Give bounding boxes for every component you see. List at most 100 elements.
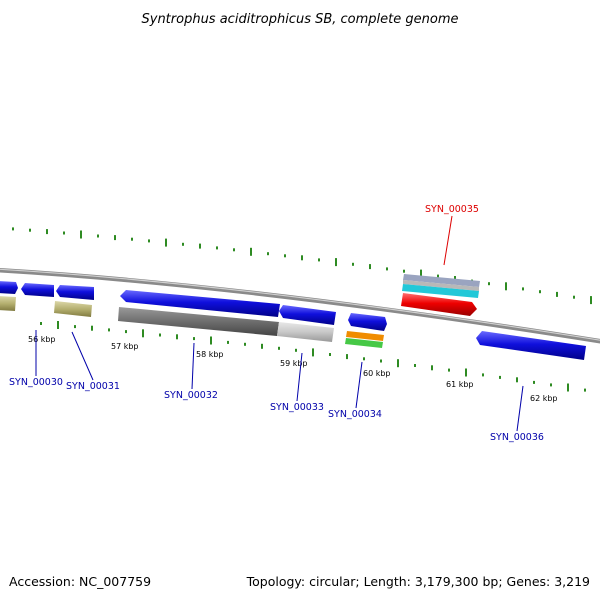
gc-tick	[465, 368, 467, 377]
gene-arrow-syn00029[interactable]	[0, 281, 18, 294]
genome-backbone	[0, 268, 600, 344]
gc-tick	[567, 383, 569, 392]
gene-label-syn00036[interactable]: SYN_00036	[490, 432, 544, 443]
gc-tick	[516, 377, 518, 383]
gene-label-syn00032[interactable]: SYN_00032	[164, 390, 218, 401]
gene-arrow-syn00032[interactable]	[120, 290, 280, 317]
genome-backbone-highlight	[0, 268, 600, 341]
gc-tick	[227, 340, 229, 344]
gc-tick	[40, 322, 42, 325]
forward-strand-genes	[0, 274, 480, 331]
gc-tick	[284, 254, 286, 258]
genome-title: Syntrophus aciditrophicus SB, complete g…	[142, 12, 459, 27]
gc-tick	[301, 255, 303, 261]
gc-tick	[125, 330, 127, 334]
gene-arrow-syn00034[interactable]	[348, 313, 387, 331]
gc-tick	[216, 246, 218, 250]
gc-tick	[448, 368, 450, 372]
gc-tick	[522, 287, 524, 291]
gc-tick	[131, 237, 133, 241]
gc-tick	[148, 239, 150, 243]
gene-label-syn00031[interactable]: SYN_00031	[66, 381, 120, 392]
gene-arrow-syn00031[interactable]	[56, 285, 94, 300]
gc-tick	[556, 291, 558, 297]
gene-track-syn00035-steel	[403, 274, 480, 287]
scale-label-60kbp: 60 kbp	[363, 369, 391, 378]
gc-tick	[318, 258, 320, 262]
reverse-strand-genes	[0, 296, 586, 360]
gc-tick	[420, 269, 422, 278]
gc-tick	[250, 247, 252, 256]
accession-text: Accession: NC_007759	[9, 574, 151, 589]
scale-label-62kbp: 62 kbp	[530, 394, 558, 403]
gc-tick	[414, 364, 416, 367]
gene-label-syn00030[interactable]: SYN_00030	[9, 377, 63, 388]
gene-arrow-syn00036[interactable]	[476, 331, 586, 360]
gc-tick	[57, 321, 59, 329]
gc-tick	[233, 248, 235, 252]
gc-tick	[80, 230, 82, 239]
scale-label-58kbp: 58 kbp	[196, 350, 224, 359]
gc-tick	[114, 235, 116, 241]
gene-block-gray-light	[277, 322, 334, 342]
gc-tick	[182, 242, 184, 246]
scale-labels: 56 kbp 57 kbp 58 kbp 59 kbp 60 kbp 61 kb…	[28, 335, 558, 403]
scale-label-61kbp: 61 kbp	[446, 380, 474, 389]
gene-label-syn00033[interactable]: SYN_00033	[270, 402, 324, 413]
scale-label-59kbp: 59 kbp	[280, 359, 308, 368]
gc-tick	[573, 295, 575, 299]
gene-block-olive	[54, 301, 92, 317]
gc-tick	[352, 262, 354, 266]
gene-arrow-syn00033[interactable]	[279, 305, 336, 325]
leader-syn00033	[296, 352, 303, 402]
gc-tick	[63, 231, 65, 235]
gc-tick	[267, 252, 269, 256]
gene-block-green	[345, 338, 383, 348]
leader-syn00036	[516, 385, 524, 432]
gc-tick	[369, 264, 371, 270]
gc-tick	[165, 238, 167, 247]
gc-tick	[142, 329, 144, 338]
gene-label-syn00035[interactable]: SYN_00035	[425, 204, 479, 215]
gene-labels: SYN_00030 SYN_00031 SYN_00032 SYN_00033 …	[9, 204, 544, 443]
gc-ticks-outer	[12, 227, 592, 305]
gc-tick	[295, 348, 297, 352]
gc-tick	[278, 346, 280, 350]
gc-tick	[590, 296, 592, 305]
gc-tick	[108, 328, 110, 332]
gc-tick	[193, 337, 195, 341]
gc-tick	[386, 267, 388, 271]
gene-track-syn00035-cyan	[402, 284, 479, 298]
gc-tick	[437, 274, 439, 278]
gene-label-syn00034[interactable]: SYN_00034	[328, 409, 382, 420]
gc-tick	[199, 243, 201, 249]
gc-tick	[403, 269, 405, 273]
gc-tick	[244, 342, 246, 346]
gene-block-olive-left	[0, 296, 16, 311]
gc-tick	[91, 325, 93, 331]
gene-block-orange	[346, 331, 384, 341]
gene-leader-lines	[35, 215, 524, 432]
gc-tick	[454, 276, 456, 281]
gc-tick	[159, 333, 161, 337]
gc-tick	[346, 354, 348, 360]
gc-tick	[533, 380, 535, 384]
gc-tick	[74, 325, 76, 329]
gene-arrow-syn00030[interactable]	[21, 283, 54, 297]
gc-tick	[488, 282, 490, 286]
scale-label-56kbp: 56 kbp	[28, 335, 56, 344]
gc-tick	[329, 353, 331, 356]
gc-tick	[363, 357, 365, 361]
gene-block-gray-dark	[118, 307, 279, 336]
gc-ticks-inner	[40, 321, 586, 392]
leader-syn00031	[71, 331, 94, 381]
gene-arrow-syn00035[interactable]	[401, 293, 477, 316]
genome-summary-text: Topology: circular; Length: 3,179,300 bp…	[246, 574, 590, 589]
gene-track-syn00035-gray	[403, 280, 479, 291]
gc-tick	[550, 383, 552, 387]
gc-tick	[29, 228, 31, 232]
gc-tick	[482, 373, 484, 377]
leader-syn00034	[355, 361, 363, 409]
gc-tick	[261, 343, 263, 349]
